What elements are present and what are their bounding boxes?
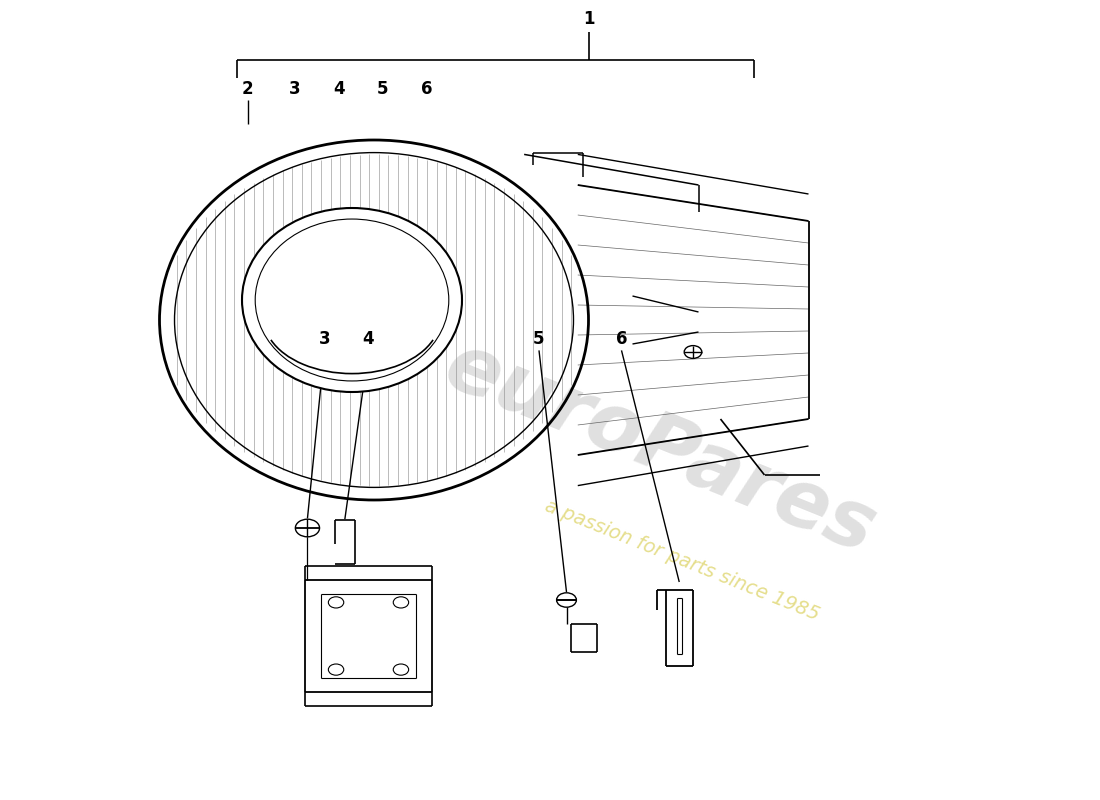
Ellipse shape <box>242 208 462 392</box>
Text: 3: 3 <box>289 80 300 98</box>
Text: euroPares: euroPares <box>433 326 887 570</box>
Text: 4: 4 <box>333 80 344 98</box>
Text: 6: 6 <box>421 80 432 98</box>
Text: 3: 3 <box>319 330 330 348</box>
Text: 5: 5 <box>377 80 388 98</box>
Text: 4: 4 <box>363 330 374 348</box>
Text: 2: 2 <box>242 80 253 98</box>
Text: 5: 5 <box>534 330 544 348</box>
Text: a passion for parts since 1985: a passion for parts since 1985 <box>542 496 822 624</box>
Text: 6: 6 <box>616 330 627 348</box>
Text: 1: 1 <box>583 10 594 28</box>
